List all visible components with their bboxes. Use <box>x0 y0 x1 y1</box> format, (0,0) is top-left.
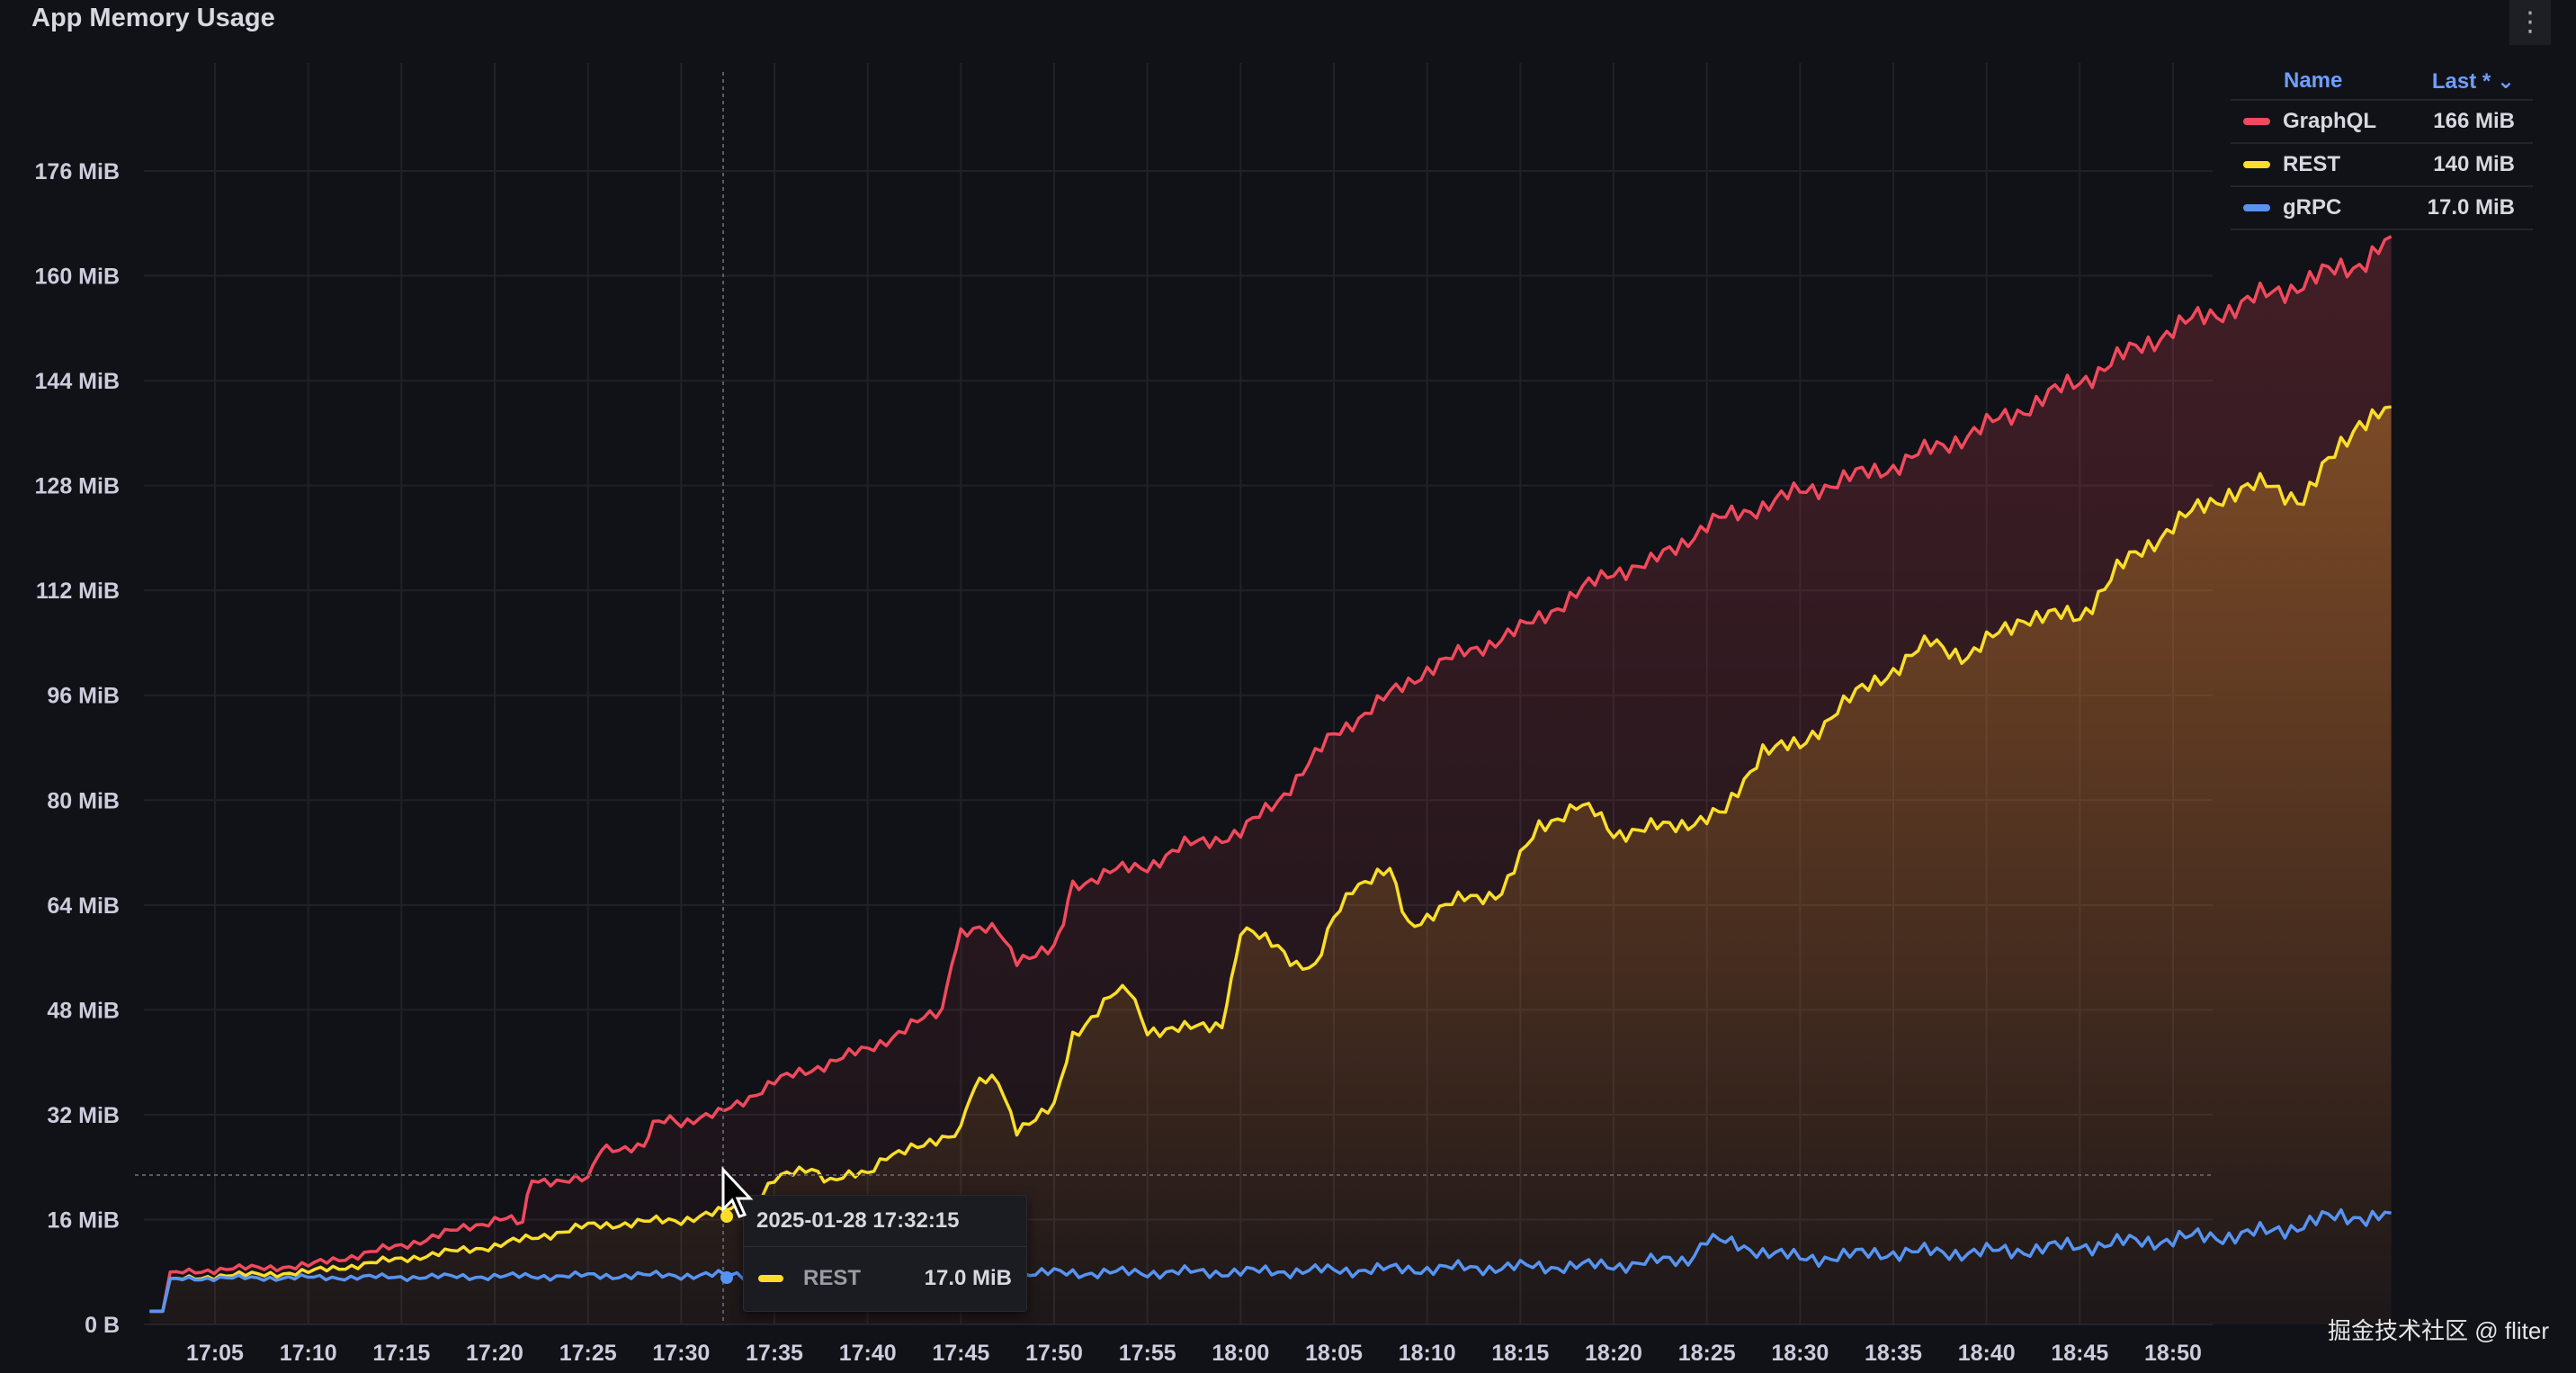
x-tick-label: 18:10 <box>1399 1341 1456 1366</box>
x-tick-label: 18:40 <box>1958 1341 2016 1366</box>
x-tick-label: 17:05 <box>186 1341 244 1366</box>
y-tick-label: 144 MiB <box>35 369 120 394</box>
x-tick-label: 17:10 <box>280 1341 337 1366</box>
y-tick-label: 48 MiB <box>47 998 120 1023</box>
x-tick-label: 17:25 <box>559 1341 617 1366</box>
tooltip-series-name: REST <box>803 1266 862 1290</box>
x-tick-label: 17:45 <box>932 1341 989 1366</box>
hover-tooltip: 2025-01-28 17:32:15 REST 17.0 MiB <box>743 1195 1027 1312</box>
x-tick-label: 18:45 <box>2051 1341 2108 1366</box>
legend-series-name: REST <box>2283 152 2341 176</box>
x-tick-label: 17:50 <box>1025 1341 1083 1366</box>
legend-table: Name Last * ⌄ GraphQL 166 MiB REST 140 M… <box>2231 63 2533 230</box>
tooltip-row: REST 17.0 MiB <box>744 1247 1026 1310</box>
legend-header-name[interactable]: Name <box>2284 68 2343 93</box>
y-tick-label: 112 MiB <box>36 579 120 604</box>
legend-row-grpc[interactable]: gRPC 17.0 MiB <box>2231 187 2533 230</box>
series-color-swatch <box>2243 118 2270 125</box>
series-color-swatch <box>2243 161 2270 168</box>
legend-header: Name Last * ⌄ <box>2231 63 2533 101</box>
hover-point-rest <box>720 1210 733 1223</box>
y-tick-label: 0 B <box>85 1313 120 1338</box>
tooltip-time: 2025-01-28 17:32:15 <box>744 1196 1026 1247</box>
x-tick-label: 18:15 <box>1491 1341 1549 1366</box>
series-color-swatch <box>2243 204 2270 211</box>
x-tick-label: 17:15 <box>372 1341 430 1366</box>
legend-row-graphql[interactable]: GraphQL 166 MiB <box>2231 101 2533 144</box>
kebab-menu-icon[interactable]: ⋮ <box>2509 0 2551 45</box>
y-tick-label: 16 MiB <box>47 1207 120 1233</box>
x-tick-label: 17:40 <box>839 1341 897 1366</box>
series-color-swatch <box>758 1275 783 1282</box>
y-axis: 0 B 16 MiB 32 MiB 48 MiB 64 MiB 80 MiB 96 MiB 1… <box>35 159 120 1338</box>
x-tick-label: 17:55 <box>1119 1341 1176 1366</box>
legend-series-last: 140 MiB <box>2433 152 2515 176</box>
x-tick-label: 18:25 <box>1678 1341 1736 1366</box>
x-tick-label: 18:05 <box>1305 1341 1363 1366</box>
x-tick-label: 18:30 <box>1771 1341 1829 1366</box>
y-tick-label: 128 MiB <box>35 474 120 499</box>
legend-series-name: GraphQL <box>2283 109 2377 133</box>
x-axis: 17:05 17:10 17:15 17:20 17:25 17:30 17:35 17:40… <box>186 1341 2202 1366</box>
y-tick-label: 160 MiB <box>35 265 120 290</box>
y-tick-label: 64 MiB <box>47 893 120 919</box>
legend-header-last[interactable]: Last * ⌄ <box>2431 68 2515 94</box>
x-tick-label: 18:00 <box>1212 1341 1269 1366</box>
series-area-rest <box>149 407 2392 1324</box>
series-line-graphql <box>149 235 2393 1314</box>
tooltip-series-value: 17.0 MiB <box>924 1266 1012 1290</box>
legend-row-rest[interactable]: REST 140 MiB <box>2231 144 2533 187</box>
legend-series-last: 166 MiB <box>2433 109 2515 133</box>
hover-point-grpc <box>720 1271 733 1284</box>
mouse-cursor-icon <box>721 1166 754 1218</box>
panel-title: App Memory Usage <box>31 4 275 32</box>
x-tick-label: 17:20 <box>466 1341 523 1366</box>
y-tick-label: 80 MiB <box>47 788 120 813</box>
y-tick-label: 32 MiB <box>47 1103 120 1128</box>
x-tick-label: 17:30 <box>652 1341 710 1366</box>
x-tick-label: 18:20 <box>1585 1341 1642 1366</box>
legend-series-name: gRPC <box>2283 195 2342 220</box>
y-tick-label: 176 MiB <box>35 159 120 184</box>
series-line-rest <box>149 405 2392 1314</box>
series-line-grpc <box>149 1207 2392 1314</box>
legend-series-last: 17.0 MiB <box>2427 195 2515 220</box>
x-tick-label: 18:35 <box>1865 1341 1922 1366</box>
x-tick-label: 17:35 <box>746 1341 803 1366</box>
watermark: 掘金技术社区 @ fliter <box>2328 1317 2549 1344</box>
x-tick-label: 18:50 <box>2144 1341 2202 1366</box>
y-tick-label: 96 MiB <box>47 684 120 709</box>
